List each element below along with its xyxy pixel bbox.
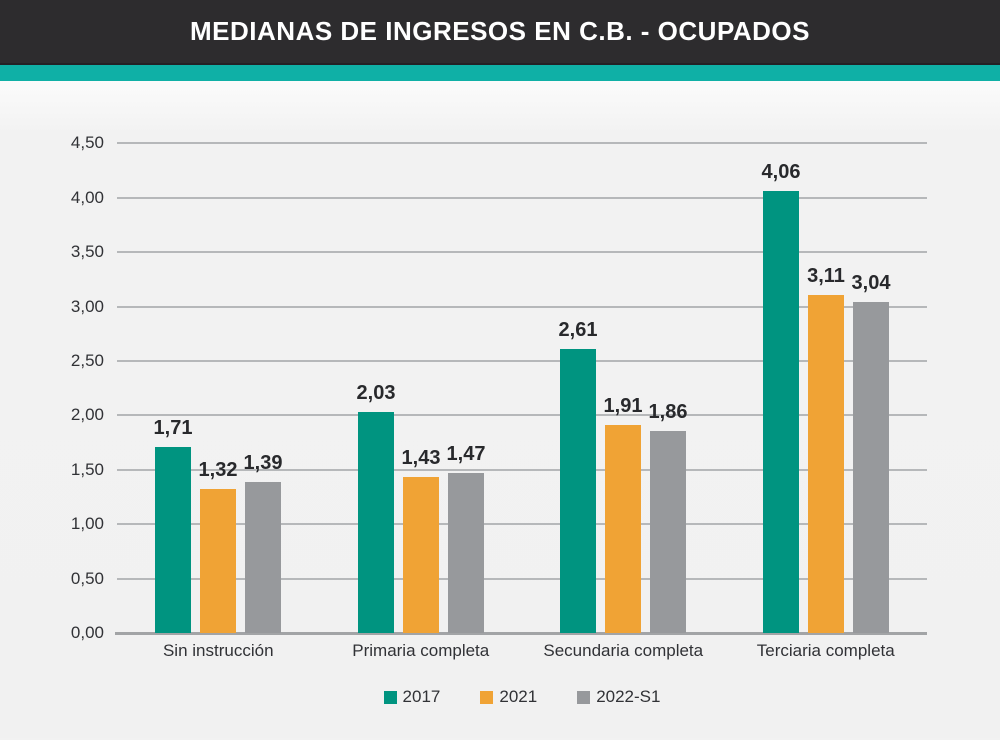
legend-label: 2022-S1 [596, 687, 661, 706]
gridline [117, 360, 927, 362]
bar-2022-S1-2 [448, 473, 484, 633]
accent-stripe [0, 65, 1000, 81]
gridline [117, 468, 927, 471]
gridline [117, 523, 927, 526]
bar-2021-2 [403, 477, 439, 633]
y-axis-tick-label: 2,00 [70, 405, 104, 425]
bar-value-label: 1,86 [648, 401, 688, 423]
legend-label: 2021 [499, 687, 538, 706]
bar-value-label: 1,39 [243, 452, 283, 474]
y-axis-tick-label: 0,50 [70, 568, 104, 588]
y-axis-tick-label: 4,50 [70, 133, 104, 153]
bar-value-label: 1,47 [446, 443, 486, 465]
bar-value-label: 1,91 [603, 395, 643, 417]
bar-value-label: 1,32 [198, 459, 238, 481]
bar-chart: 0,00 0,50 1,00 1,50 2,00 2,50 3,00 3,50 4,00 4,50… [0, 81, 1000, 738]
bar-value-label: 3,04 [851, 272, 891, 294]
bar-2017-4 [763, 191, 799, 633]
bar-value-label: 1,71 [153, 417, 193, 439]
y-axis-tick-label: 3,50 [70, 242, 104, 262]
x-axis-category-label: Sin instrucción [162, 641, 274, 660]
y-axis-tick-label: 4,00 [70, 187, 104, 207]
legend-item-2021: 2021 [480, 687, 537, 707]
x-axis-line [115, 632, 927, 635]
y-axis-tick-label: 2,50 [70, 351, 104, 370]
gridline [117, 577, 927, 580]
bar-2017-3 [560, 349, 596, 633]
legend-item-2022-S1: 2022-S1 [577, 687, 660, 707]
legend-swatch-icon [577, 690, 591, 704]
bar-2017-2 [358, 412, 394, 633]
legend-label: 2017 [402, 687, 441, 706]
legend-item-2017: 2017 [383, 687, 441, 707]
bar-2021-1 [200, 489, 236, 633]
bar-value-label: 2,61 [558, 319, 598, 341]
y-axis-tick-label: 1,00 [70, 514, 104, 534]
y-axis-tick-label: 1,50 [70, 459, 104, 479]
gridline [117, 196, 927, 199]
bar-2021-3 [605, 425, 641, 633]
bar-value-label: 3,11 [807, 265, 845, 287]
bar-2017-1 [155, 447, 191, 633]
x-axis-category-label: Primaria completa [352, 641, 490, 660]
title-bar: MEDIANAS DE INGRESOS EN C.B. - OCUPADOS [0, 0, 1000, 65]
gridline [117, 305, 927, 308]
y-axis-tick-label: 0,00 [70, 623, 104, 642]
bar-value-label: 2,03 [356, 382, 396, 404]
bar-value-label: 4,06 [761, 161, 801, 183]
gridline [117, 414, 927, 417]
chart-title: MEDIANAS DE INGRESOS EN C.B. - OCUPADOS [190, 16, 810, 46]
bar-2022-S1-1 [245, 482, 281, 633]
x-axis-category-label: Secundaria completa [543, 641, 704, 660]
bar-2022-S1-4 [853, 302, 889, 633]
bar-2022-S1-3 [650, 431, 686, 633]
legend-swatch-icon [383, 690, 397, 704]
bar-value-label: 1,43 [401, 447, 441, 469]
legend: 2017 2021 2022-S1 [117, 687, 927, 707]
bar-2021-4 [808, 295, 844, 633]
gridline [117, 142, 927, 145]
legend-swatch-icon [480, 690, 494, 704]
y-axis-tick-label: 3,00 [70, 296, 104, 316]
gridline [117, 251, 927, 254]
x-axis-category-label: Terciaria completa [756, 641, 895, 660]
